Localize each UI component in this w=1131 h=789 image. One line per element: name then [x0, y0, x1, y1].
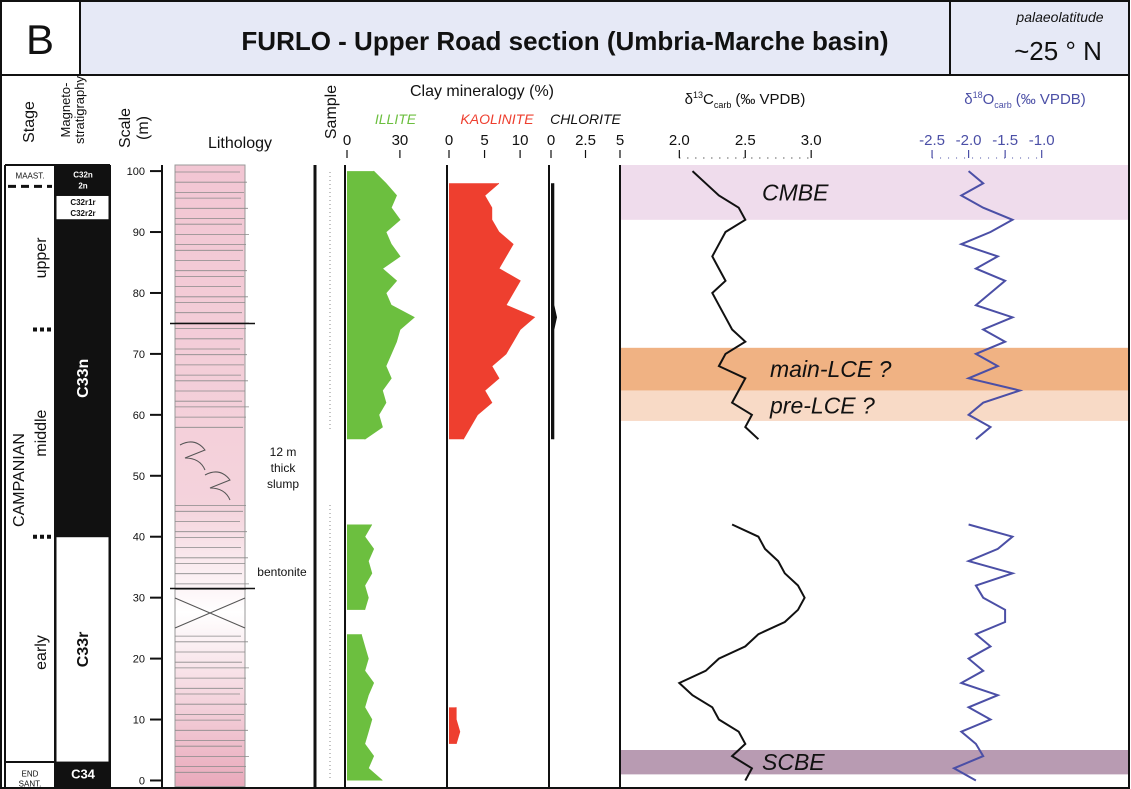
delta: δ [964, 91, 972, 108]
stage-label: SANT. [19, 780, 42, 789]
col-magneto: Magneto- [58, 83, 73, 138]
event-band [621, 750, 1128, 774]
underlay [175, 165, 1128, 787]
x-tick-label: -2.0 [956, 132, 982, 149]
y-tick-label: 0 [139, 775, 145, 787]
x-tick-label: 2.0 [669, 132, 690, 149]
polarity-label: C32r2r [70, 209, 95, 218]
polarity-label: C32r1r [70, 198, 95, 207]
series-name: ILLITE [375, 111, 417, 127]
mass: 13 [693, 90, 703, 100]
series-name: CHLORITE [550, 111, 621, 127]
series-line [679, 171, 804, 780]
col-d13c: δ13Ccarb(‰ VPDB) [685, 90, 806, 110]
element: C [703, 91, 714, 108]
slump-note: slump [267, 477, 299, 491]
x-tick-label: 2.5 [575, 132, 596, 149]
y-tick-label: 10 [133, 715, 145, 727]
y-tick-label: 90 [133, 227, 145, 239]
x-tick-label: 10 [512, 132, 529, 149]
y-tick-label: 40 [133, 532, 145, 544]
sub: carb [994, 100, 1012, 110]
figure: B FURLO - Upper Road section (Umbria-Mar… [0, 0, 1131, 789]
x-tick-label: 5 [616, 132, 624, 149]
mass: 18 [973, 90, 983, 100]
col-scale: (m) [135, 116, 152, 140]
area-fill [449, 183, 534, 439]
area-fill [347, 171, 414, 439]
series-line [954, 171, 1020, 780]
stage-label: middle [33, 409, 50, 456]
col-d18o: δ18Ocarb (‰ VPDB) [964, 90, 1086, 110]
x-tick-label: -2.5 [919, 132, 945, 149]
polarity-label: C33n [75, 359, 92, 398]
slump-note: 12 m [270, 445, 297, 459]
x-tick-label: -1.0 [1029, 132, 1055, 149]
x-tick-label: 2.5 [735, 132, 756, 149]
col-sample: Sample [323, 85, 340, 139]
col-clay: Clay mineralogy (%) [410, 83, 554, 100]
col-stage: Stage [21, 101, 38, 143]
col-magneto: stratigraphy [72, 76, 87, 144]
sub: carb [714, 100, 732, 110]
event-label: SCBE [762, 749, 825, 775]
latitude-label: palaeolatitude [1015, 9, 1103, 25]
lithology-column [175, 165, 245, 787]
polarity-label: C32n [73, 171, 93, 180]
x-tick-label: -1.5 [992, 132, 1018, 149]
slump-note: thick [271, 461, 297, 475]
y-tick-label: 30 [133, 593, 145, 605]
x-tick-label: 0 [343, 132, 351, 149]
y-tick-label: 80 [133, 288, 145, 300]
stage-label: early [33, 635, 50, 670]
x-tick-label: 0 [547, 132, 555, 149]
polarity-label: C33r [75, 632, 92, 668]
period: CAMPANIAN [11, 433, 28, 527]
y-tick-label: 20 [133, 654, 145, 666]
bentonite-note: bentonite [257, 565, 307, 579]
event-label: main-LCE ? [770, 356, 892, 382]
polarity-label: 2n [78, 182, 87, 191]
event-band [621, 165, 1128, 220]
x-tick-label: 0 [445, 132, 453, 149]
y-tick-label: 70 [133, 349, 145, 361]
col-lithology: Lithology [208, 135, 272, 152]
x-tick-label: 3.0 [801, 132, 822, 149]
latitude: ~25 ° N [1014, 36, 1102, 66]
y-tick-label: 100 [127, 166, 145, 178]
x-tick-label: 5 [480, 132, 488, 149]
y-tick-label: 60 [133, 410, 145, 422]
stage-label: MAAST. [16, 172, 45, 181]
x-tick-label: 30 [392, 132, 409, 149]
title: FURLO - Upper Road section (Umbria-March… [241, 26, 888, 56]
panel-label: B [26, 16, 54, 63]
polarity-zone [56, 165, 109, 195]
col-scale: Scale [117, 108, 134, 148]
unit: (‰ VPDB) [735, 91, 805, 108]
stage-label: upper [33, 237, 50, 279]
event-label: CMBE [762, 179, 829, 205]
series-name: KAOLINITE [460, 111, 534, 127]
unit: (‰ VPDB) [1016, 91, 1086, 108]
stage-label: END [22, 770, 39, 779]
delta: δ [685, 91, 693, 108]
element: O [983, 91, 995, 108]
y-tick-label: 50 [133, 471, 145, 483]
polarity-label: C34 [71, 767, 96, 782]
event-label: pre-LCE ? [769, 393, 875, 419]
